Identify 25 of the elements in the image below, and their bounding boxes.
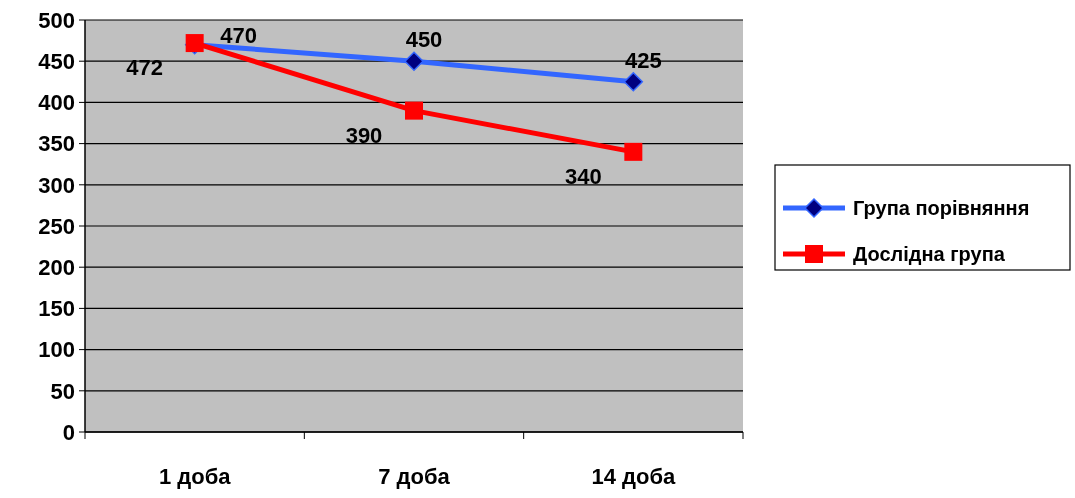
data-label: 472 bbox=[126, 55, 164, 81]
legend-label: Дослідна група bbox=[853, 243, 1006, 265]
x-tick-label: 14 доба bbox=[591, 464, 676, 489]
y-tick-label: 150 bbox=[38, 296, 75, 322]
y-tick-label: 350 bbox=[38, 131, 75, 157]
x-tick-label: 7 доба bbox=[378, 464, 451, 489]
y-tick-label: 250 bbox=[38, 213, 75, 239]
data-label: 390 bbox=[345, 122, 383, 148]
point bbox=[623, 72, 644, 92]
y-tick-label: 450 bbox=[38, 48, 75, 74]
point bbox=[405, 101, 423, 120]
y-tick-label: 500 bbox=[38, 7, 75, 33]
y-tick-label: 0 bbox=[62, 419, 75, 445]
y-tick-label: 300 bbox=[38, 172, 75, 198]
y-tick-label: 200 bbox=[38, 254, 75, 280]
y-tick-label: 400 bbox=[38, 90, 75, 116]
y-tick-label: 100 bbox=[38, 337, 75, 363]
data-label: 340 bbox=[564, 163, 602, 189]
data-label: 470 bbox=[220, 22, 258, 48]
data-label: 450 bbox=[405, 27, 443, 53]
x-tick-label: 1 доба bbox=[158, 464, 232, 489]
y-tick-label: 50 bbox=[50, 378, 75, 404]
legend-label: Група порівняння bbox=[853, 197, 1030, 219]
point bbox=[624, 142, 643, 161]
point bbox=[404, 51, 424, 71]
